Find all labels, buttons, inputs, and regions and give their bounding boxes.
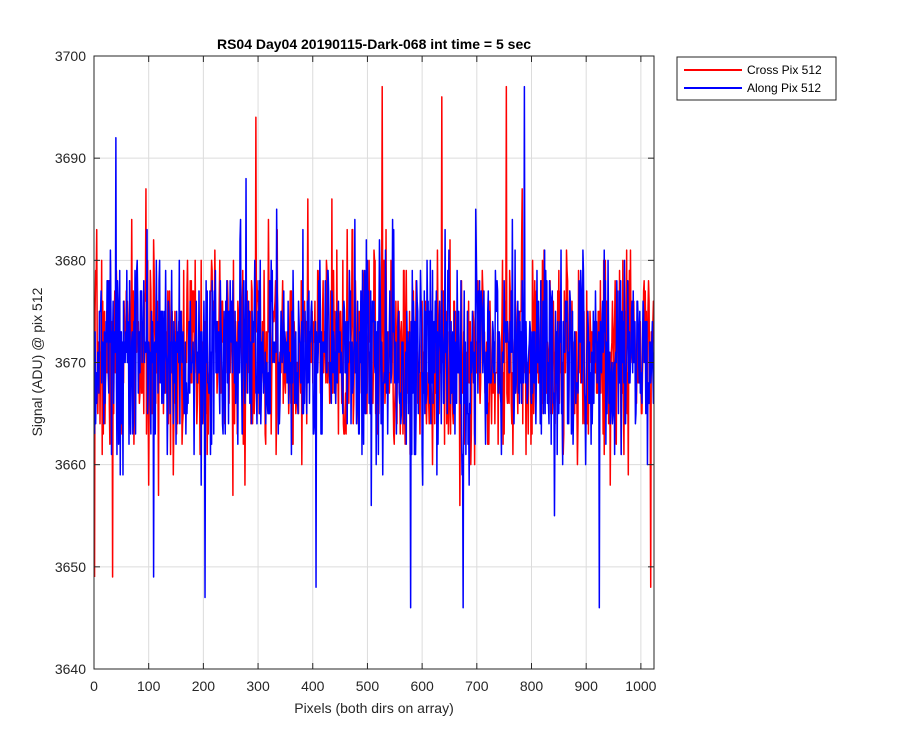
x-tick-label: 1000 — [625, 678, 656, 694]
x-tick-label: 900 — [575, 678, 599, 694]
x-tick-label: 800 — [520, 678, 544, 694]
x-tick-label: 200 — [192, 678, 216, 694]
y-axis-label: Signal (ADU) @ pix 512 — [29, 287, 45, 436]
series-along-pix-line — [94, 85, 654, 609]
y-tick-label: 3650 — [55, 559, 86, 575]
x-tick-label: 400 — [301, 678, 325, 694]
x-tick-label: 500 — [356, 678, 380, 694]
series-layer — [94, 85, 654, 609]
y-tick-label: 3660 — [55, 457, 86, 473]
legend-label-cross: Cross Pix 512 — [747, 63, 822, 77]
axis-ticks: 0 100 200 300 400 500 600 700 800 900 1000 3640 3650… — [55, 48, 657, 694]
y-tick-label: 3670 — [55, 355, 86, 371]
legend-label-along: Along Pix 512 — [747, 81, 821, 95]
legend: Cross Pix 512 Along Pix 512 — [676, 56, 837, 101]
x-tick-label: 100 — [137, 678, 161, 694]
legend-box — [676, 56, 837, 101]
y-tick-label: 3640 — [55, 661, 86, 677]
y-tick-label: 3680 — [55, 252, 86, 268]
x-tick-label: 600 — [410, 678, 434, 694]
x-tick-label: 700 — [465, 678, 489, 694]
x-axis-label: Pixels (both dirs on array) — [294, 700, 454, 716]
y-tick-label: 3690 — [55, 150, 86, 166]
chart-title: RS04 Day04 20190115-Dark-068 int time = … — [217, 36, 531, 52]
x-tick-label: 0 — [90, 678, 98, 694]
x-tick-label: 300 — [246, 678, 270, 694]
y-tick-label: 3700 — [55, 48, 86, 64]
